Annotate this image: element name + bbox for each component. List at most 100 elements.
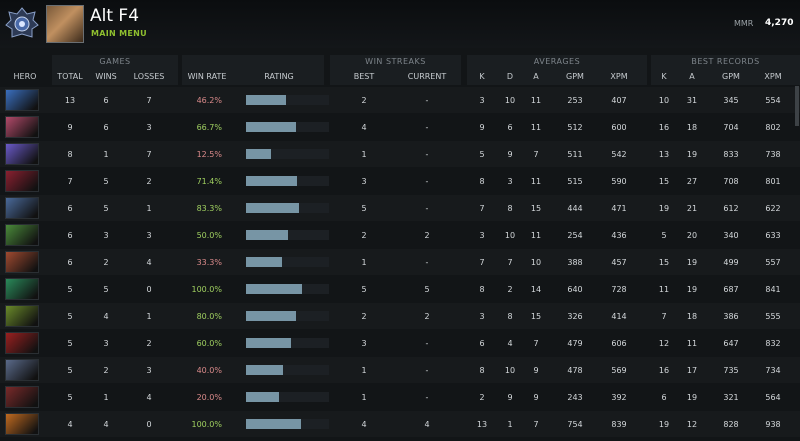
hero-portrait[interactable] — [5, 143, 39, 165]
win-rate-value: 66.7% — [196, 123, 222, 132]
cell-xpm: 392 — [611, 393, 627, 402]
cell-k: 7 — [479, 258, 485, 267]
cell-current: 5 — [424, 285, 430, 294]
cell-bk: 5 — [661, 231, 667, 240]
cell-k: 3 — [479, 96, 485, 105]
cell-gpm: 515 — [567, 177, 583, 186]
table-row[interactable]: 12.5% 8 1 7 1 - 5 9 7 511 542 13 19 833 738 — [0, 141, 800, 167]
table-row[interactable]: 100.0% 5 5 0 5 5 8 2 14 640 728 11 19 687 841 — [0, 276, 800, 302]
cell-total: 8 — [67, 150, 73, 159]
table-row[interactable]: 46.2% 13 6 7 2 - 3 10 11 253 407 10 31 345 554 — [0, 87, 800, 113]
cell-d: 8 — [507, 204, 513, 213]
cell-ba: 20 — [686, 231, 698, 240]
table-row[interactable]: 80.0% 5 4 1 2 2 3 8 15 326 414 7 18 386 555 — [0, 303, 800, 329]
hero-portrait[interactable] — [5, 386, 39, 408]
rating-bar — [246, 311, 329, 321]
column-best-xpm[interactable]: XPM — [764, 72, 782, 81]
hero-portrait[interactable] — [5, 332, 39, 354]
cell-total: 5 — [67, 312, 73, 321]
cell-bxpm: 738 — [765, 150, 781, 159]
scrollbar[interactable] — [795, 86, 799, 126]
hero-portrait[interactable] — [5, 116, 39, 138]
hero-portrait[interactable] — [5, 224, 39, 246]
cell-current: - — [425, 258, 429, 267]
win-rate-value: 33.3% — [196, 258, 222, 267]
cell-ba: 18 — [686, 123, 698, 132]
table-row[interactable]: 71.4% 7 5 2 3 - 8 3 11 515 590 15 27 708 801 — [0, 168, 800, 194]
hero-portrait[interactable] — [5, 197, 39, 219]
cell-total: 4 — [67, 420, 73, 429]
column-avg-assists[interactable]: A — [533, 72, 539, 81]
cell-d: 9 — [507, 393, 513, 402]
column-best-streak[interactable]: BEST — [353, 72, 375, 81]
table-row[interactable]: 83.3% 6 5 1 5-7 8 15 444 471 19 21 612 622 — [0, 195, 800, 221]
cell-current: 2 — [424, 231, 430, 240]
table-row[interactable]: 50.0% 6 3 3 2 2 3 10 11 254 436 5 20 340 633 — [0, 222, 800, 248]
hero-portrait[interactable] — [5, 89, 39, 111]
rating-bar-fill — [246, 284, 303, 294]
cell-xpm: 569 — [611, 366, 627, 375]
cell-best: 1 — [361, 393, 367, 402]
column-wins[interactable]: WINS — [95, 72, 117, 81]
table-row[interactable]: 60.0% 5 3 2 3-6 4 7 479 606 12 11 647 832 — [0, 330, 800, 356]
cell-losses: 4 — [146, 258, 152, 267]
cell-best: 4 — [361, 123, 367, 132]
cell-losses: 3 — [146, 366, 152, 375]
column-best-assists[interactable]: A — [689, 72, 695, 81]
table-row[interactable]: 20.0% 5 1 4 1 - 2 9 9 243 392 6 19 321 564 — [0, 384, 800, 410]
hero-portrait[interactable] — [5, 170, 39, 192]
cell-bxpm: 555 — [765, 312, 781, 321]
cell-current: - — [425, 123, 429, 132]
cell-ba: 19 — [686, 150, 698, 159]
cell-d: 6 — [507, 123, 513, 132]
hero-portrait[interactable] — [5, 251, 39, 273]
cell-xpm: 471 — [611, 204, 627, 213]
player-avatar[interactable] — [46, 5, 84, 43]
column-current-streak[interactable]: CURRENT — [407, 72, 447, 81]
column-avg-xpm[interactable]: XPM — [610, 72, 628, 81]
cell-wins: 1 — [103, 393, 109, 402]
rating-bar-fill — [246, 365, 283, 375]
cell-bxpm: 802 — [765, 123, 781, 132]
table-row[interactable]: 66.7% 9 6 3 4 - 9 6 11 512 600 16 18 704 802 — [0, 114, 800, 140]
rank-medal-icon — [5, 7, 39, 38]
table-row[interactable]: 33.3% 6 2 4 1 - 7 7 10 388 457 15 19 499 557 — [0, 249, 800, 275]
column-avg-kills[interactable]: K — [479, 72, 485, 81]
cell-current: - — [425, 393, 429, 402]
cell-losses: 2 — [146, 177, 152, 186]
column-best-kills[interactable]: K — [661, 72, 667, 81]
hero-portrait[interactable] — [5, 305, 39, 327]
cell-best: 4 — [361, 420, 367, 429]
cell-bk: 15 — [658, 177, 670, 186]
table-row[interactable]: 100.0% 4 4 0 4 4 13 1 7 754 839 19 12 828 938 — [0, 411, 800, 437]
cell-losses: 7 — [146, 150, 152, 159]
cell-best: 1 — [361, 258, 367, 267]
rating-bar-fill — [246, 122, 296, 132]
column-losses[interactable]: LOSSES — [133, 72, 165, 81]
hero-portrait[interactable] — [5, 359, 39, 381]
rating-bar-fill — [246, 95, 286, 105]
rating-bar — [246, 203, 329, 213]
cell-wins: 6 — [103, 96, 109, 105]
hero-portrait[interactable] — [5, 413, 39, 435]
cell-bxpm: 734 — [765, 366, 781, 375]
column-avg-gpm[interactable]: GPM — [566, 72, 584, 81]
main-menu-link[interactable]: MAIN MENU — [91, 29, 147, 38]
cell-bgpm: 499 — [723, 258, 739, 267]
cell-losses: 7 — [146, 96, 152, 105]
column-avg-deaths[interactable]: D — [506, 72, 514, 81]
cell-bgpm: 321 — [723, 393, 739, 402]
column-total[interactable]: TOTAL — [57, 72, 83, 81]
cell-bk: 13 — [658, 150, 670, 159]
cell-a: 9 — [533, 393, 539, 402]
cell-d: 2 — [507, 285, 513, 294]
column-hero[interactable]: HERO — [13, 72, 37, 81]
cell-ba: 19 — [686, 393, 698, 402]
cell-total: 9 — [67, 123, 73, 132]
column-win-rate[interactable]: WIN RATE — [187, 72, 227, 81]
column-rating[interactable]: RATING — [264, 72, 294, 81]
table-row[interactable]: 40.0% 5 2 3 1 - 8 10 9 478 569 16 17 735 734 — [0, 357, 800, 383]
column-best-gpm[interactable]: GPM — [722, 72, 740, 81]
rating-bar-fill — [246, 230, 288, 240]
hero-portrait[interactable] — [5, 278, 39, 300]
